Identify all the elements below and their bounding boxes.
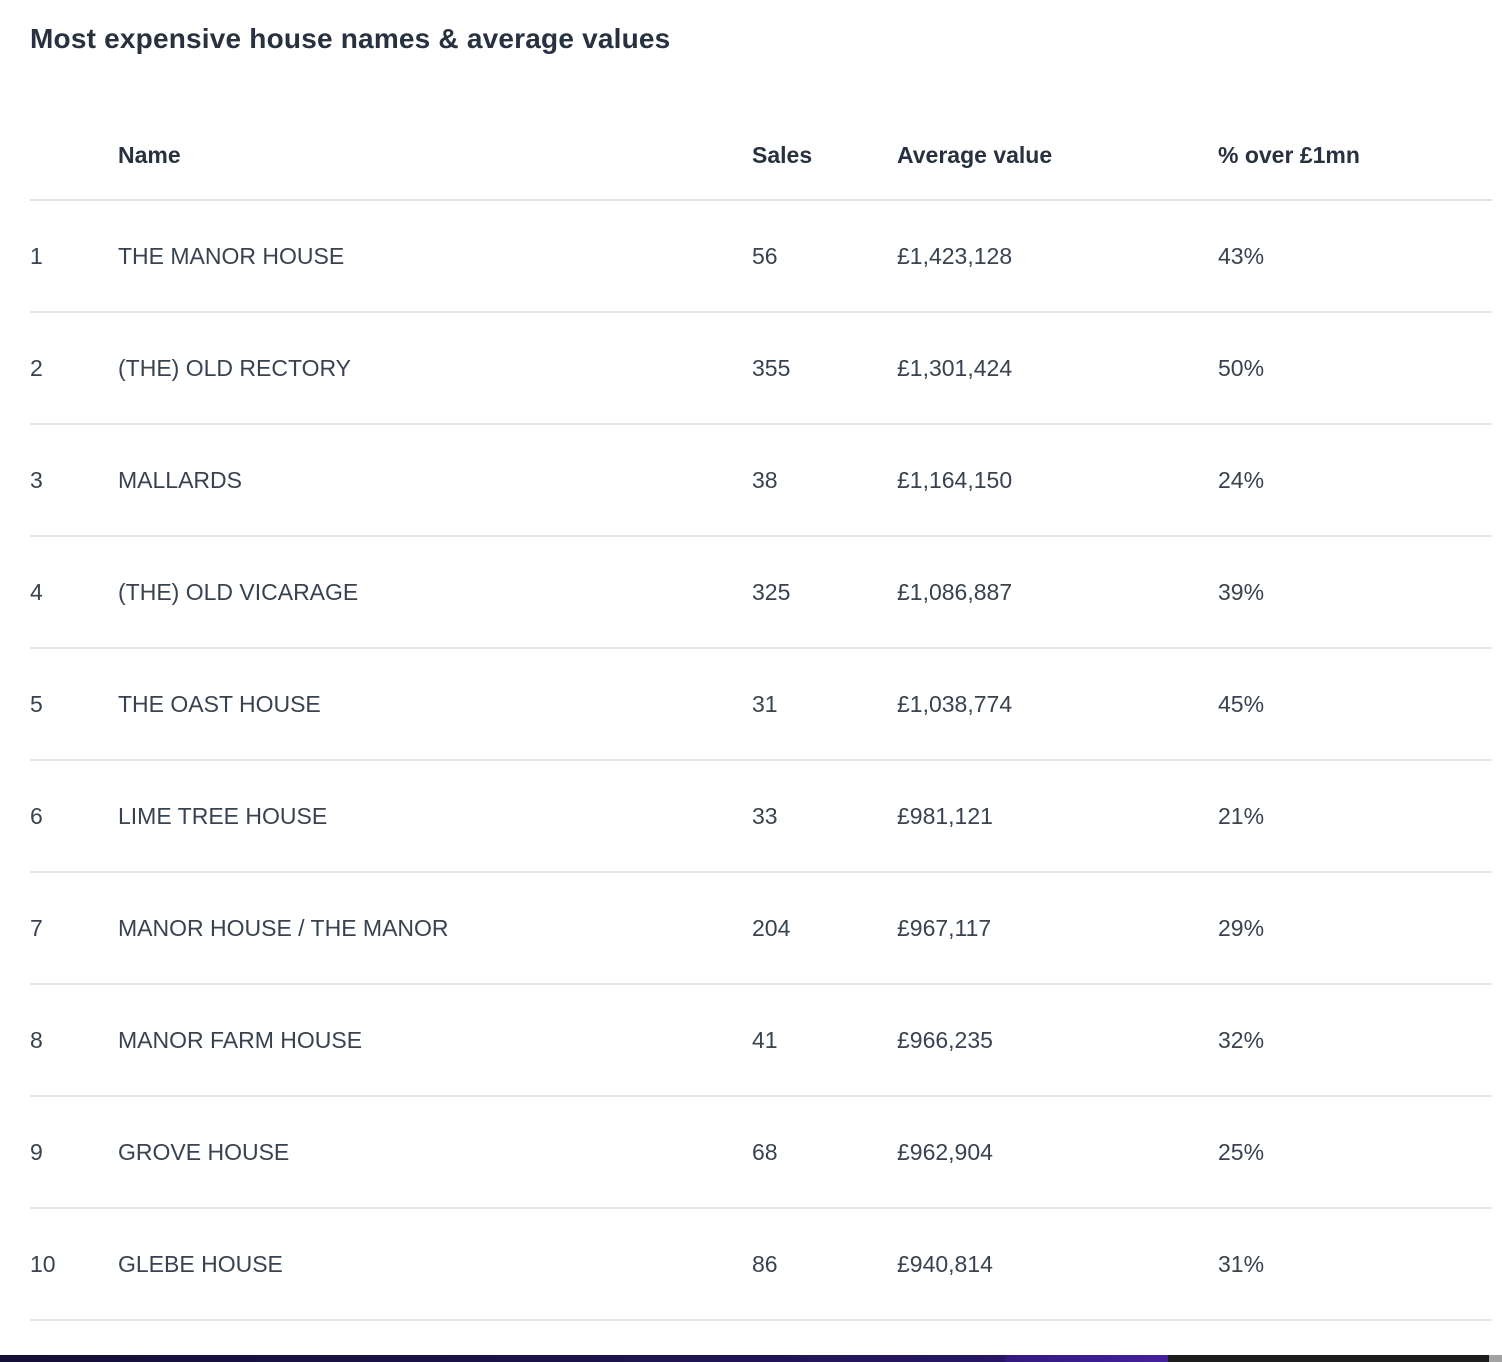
sales-cell: 33 bbox=[752, 802, 778, 829]
name-cell: GROVE HOUSE bbox=[118, 1138, 290, 1165]
name-cell: LIME TREE HOUSE bbox=[118, 802, 328, 829]
rank-cell: 3 bbox=[30, 466, 43, 493]
average-value-cell: £967,117 bbox=[897, 914, 992, 941]
footer-bar-gradient-purple-segment bbox=[1005, 1355, 1168, 1362]
pct-over-1mn-cell: 25% bbox=[1218, 1138, 1265, 1165]
table-row: 1 THE MANOR HOUSE 56 £1,423,128 43% bbox=[30, 201, 1492, 313]
pct-over-1mn-cell: 21% bbox=[1218, 802, 1265, 829]
name-cell: (THE) OLD RECTORY bbox=[118, 354, 352, 381]
sales-cell: 355 bbox=[752, 354, 791, 381]
rank-cell: 5 bbox=[30, 690, 43, 717]
table-row: 4 (THE) OLD VICARAGE 325 £1,086,887 39% bbox=[30, 537, 1492, 649]
table-header-row: Name Sales Average value % over £1mn bbox=[30, 55, 1492, 201]
sales-cell: 56 bbox=[752, 242, 778, 269]
page: Most expensive house names & average val… bbox=[30, 23, 1492, 1321]
col-header-average-value: Average value bbox=[897, 142, 1053, 168]
name-cell: THE MANOR HOUSE bbox=[118, 242, 345, 269]
sales-cell: 38 bbox=[752, 466, 778, 493]
table-row: 6 LIME TREE HOUSE 33 £981,121 21% bbox=[30, 761, 1492, 873]
pct-over-1mn-cell: 29% bbox=[1218, 914, 1265, 941]
table-row: 8 MANOR FARM HOUSE 41 £966,235 32% bbox=[30, 985, 1492, 1097]
average-value-cell: £940,814 bbox=[897, 1250, 993, 1277]
footer-bar-gradient-dark-segment bbox=[0, 1355, 1005, 1362]
sales-cell: 325 bbox=[752, 578, 791, 605]
pct-over-1mn-cell: 45% bbox=[1218, 690, 1265, 717]
table-row: 10 GLEBE HOUSE 86 £940,814 31% bbox=[30, 1209, 1492, 1321]
table-row: 2 (THE) OLD RECTORY 355 £1,301,424 50% bbox=[30, 313, 1492, 425]
pct-over-1mn-cell: 39% bbox=[1218, 578, 1265, 605]
pct-over-1mn-cell: 50% bbox=[1218, 354, 1265, 381]
col-header-pct-over-1mn: % over £1mn bbox=[1218, 142, 1360, 168]
rank-cell: 6 bbox=[30, 802, 43, 829]
table-row: 7 MANOR HOUSE / THE MANOR 204 £967,117 2… bbox=[30, 873, 1492, 985]
name-cell: MANOR HOUSE / THE MANOR bbox=[118, 914, 449, 941]
average-value-cell: £962,904 bbox=[897, 1138, 993, 1165]
page-title: Most expensive house names & average val… bbox=[30, 23, 671, 54]
table-row: 9 GROVE HOUSE 68 £962,904 25% bbox=[30, 1097, 1492, 1209]
name-cell: THE OAST HOUSE bbox=[118, 690, 321, 717]
name-cell: (THE) OLD VICARAGE bbox=[118, 578, 359, 605]
pct-over-1mn-cell: 32% bbox=[1218, 1026, 1265, 1053]
sales-cell: 86 bbox=[752, 1250, 778, 1277]
average-value-cell: £1,301,424 bbox=[897, 354, 1013, 381]
average-value-cell: £1,164,150 bbox=[897, 466, 1013, 493]
scrollbar-corner bbox=[1489, 1355, 1502, 1362]
pct-over-1mn-cell: 43% bbox=[1218, 242, 1265, 269]
average-value-cell: £1,423,128 bbox=[897, 242, 1013, 269]
sales-cell: 31 bbox=[752, 690, 778, 717]
name-cell: GLEBE HOUSE bbox=[118, 1250, 283, 1277]
rank-cell: 2 bbox=[30, 354, 43, 381]
average-value-cell: £966,235 bbox=[897, 1026, 993, 1053]
col-header-sales: Sales bbox=[752, 142, 813, 168]
table-row: 3 MALLARDS 38 £1,164,150 24% bbox=[30, 425, 1492, 537]
pct-over-1mn-cell: 24% bbox=[1218, 466, 1265, 493]
footer-accent-bar bbox=[0, 1355, 1502, 1362]
name-cell: MALLARDS bbox=[118, 466, 242, 493]
sales-cell: 68 bbox=[752, 1138, 778, 1165]
name-cell: MANOR FARM HOUSE bbox=[118, 1026, 363, 1053]
table-row: 5 THE OAST HOUSE 31 £1,038,774 45% bbox=[30, 649, 1492, 761]
house-values-table: Name Sales Average value % over £1mn 1 T… bbox=[30, 55, 1492, 1321]
rank-cell: 8 bbox=[30, 1026, 43, 1053]
average-value-cell: £1,086,887 bbox=[897, 578, 1013, 605]
average-value-cell: £1,038,774 bbox=[897, 690, 1013, 717]
pct-over-1mn-cell: 31% bbox=[1218, 1250, 1265, 1277]
col-header-name: Name bbox=[118, 142, 181, 168]
rank-cell: 7 bbox=[30, 914, 43, 941]
rank-cell: 10 bbox=[30, 1250, 56, 1277]
sales-cell: 41 bbox=[752, 1026, 778, 1053]
sales-cell: 204 bbox=[752, 914, 791, 941]
rank-cell: 1 bbox=[30, 242, 43, 269]
rank-cell: 4 bbox=[30, 578, 43, 605]
average-value-cell: £981,121 bbox=[897, 802, 993, 829]
footer-bar-black-segment bbox=[1168, 1355, 1489, 1362]
rank-cell: 9 bbox=[30, 1138, 43, 1165]
